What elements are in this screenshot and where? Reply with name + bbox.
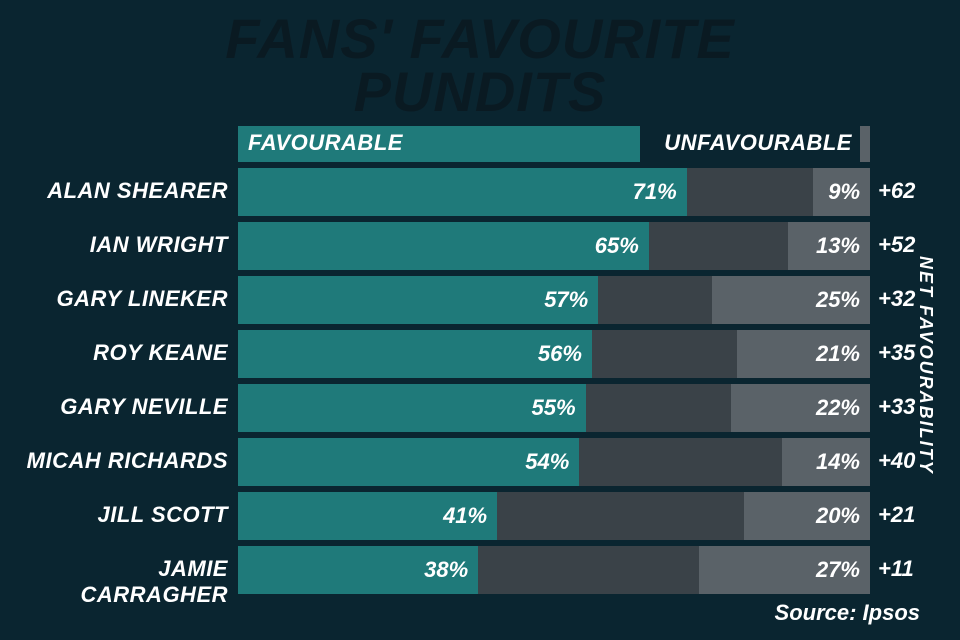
pundit-name: ROY KEANE — [18, 330, 238, 378]
chart-area: FAVOURABLE UNFAVOURABLE ALAN SHEARER 71% 9… — [18, 126, 930, 594]
unfavourable-value: 21% — [816, 341, 860, 367]
unfavourable-value: 20% — [816, 503, 860, 529]
unfavourable-bar: 9% — [813, 168, 870, 216]
chart-rows: ALAN SHEARER71%9%+62IAN WRIGHT65%13%+52G… — [18, 168, 930, 594]
chart-title: FANS' FAVOURITE PUNDITS — [0, 0, 960, 126]
chart-row: JILL SCOTT 41% 20% +21 — [18, 492, 930, 540]
pundit-name: IAN WRIGHT — [18, 222, 238, 270]
chart-row: ROY KEANE56%21%+35 — [18, 330, 930, 378]
chart-row: MICAH RICHARDS54%14%+40 — [18, 438, 930, 486]
favourable-value: 56% — [538, 341, 582, 367]
pundit-name: JILL SCOTT — [18, 492, 238, 540]
bar-track: 54% 14% — [238, 438, 870, 486]
chart-row: GARY NEVILLE55%22%+33 — [18, 384, 930, 432]
chart-row: GARY LINEKER57%25%+32 — [18, 276, 930, 324]
unfavourable-value: 27% — [816, 557, 860, 583]
bar-track: 65% 13% — [238, 222, 870, 270]
source-label: Source: Ipsos — [775, 600, 920, 626]
unfavourable-bar: 21% — [737, 330, 870, 378]
favourable-bar: 56% — [238, 330, 592, 378]
header-unfavourable-label: UNFAVOURABLE — [640, 126, 860, 162]
chart-row: IAN WRIGHT65%13%+52 — [18, 222, 930, 270]
unfavourable-value: 13% — [816, 233, 860, 259]
bar-track: 71% 9% — [238, 168, 870, 216]
unfavourable-bar: 14% — [782, 438, 870, 486]
net-value: +11 — [870, 546, 930, 594]
favourable-value: 71% — [633, 179, 677, 205]
title-line-2: PUNDITS — [354, 60, 607, 123]
favourable-value: 55% — [532, 395, 576, 421]
favourable-bar: 65% — [238, 222, 649, 270]
bar-track: 38% 27% — [238, 546, 870, 594]
header-net-spacer — [870, 126, 930, 162]
net-value: +62 — [870, 168, 930, 216]
unfavourable-value: 22% — [816, 395, 860, 421]
chart-row: JAMIE CARRAGHER 38% 27% +11 — [18, 546, 930, 594]
header-spacer — [18, 126, 238, 162]
net-value: +21 — [870, 492, 930, 540]
header-favourable-label: FAVOURABLE — [238, 126, 640, 162]
unfavourable-value: 14% — [816, 449, 860, 475]
net-favourability-axis-label: NET FAVOURABILITY — [915, 256, 936, 475]
unfavourable-bar: 13% — [788, 222, 870, 270]
bar-track: 55% 22% — [238, 384, 870, 432]
pundit-name: GARY LINEKER — [18, 276, 238, 324]
header-bar-zone: FAVOURABLE UNFAVOURABLE — [238, 126, 870, 162]
pundit-name: MICAH RICHARDS — [18, 438, 238, 486]
pundit-name: GARY NEVILLE — [18, 384, 238, 432]
bar-track: 41% 20% — [238, 492, 870, 540]
favourable-value: 54% — [525, 449, 569, 475]
favourable-bar: 55% — [238, 384, 586, 432]
favourable-value: 57% — [544, 287, 588, 313]
unfavourable-value: 25% — [816, 287, 860, 313]
favourable-bar: 54% — [238, 438, 579, 486]
favourable-value: 41% — [443, 503, 487, 529]
unfavourable-value: 9% — [828, 179, 860, 205]
unfavourable-bar: 22% — [731, 384, 870, 432]
unfavourable-bar: 25% — [712, 276, 870, 324]
favourable-bar: 57% — [238, 276, 598, 324]
unfavourable-bar: 27% — [699, 546, 870, 594]
favourable-bar: 38% — [238, 546, 478, 594]
favourable-value: 65% — [595, 233, 639, 259]
favourable-value: 38% — [424, 557, 468, 583]
chart-row: ALAN SHEARER 71% 9% +62 — [18, 168, 930, 216]
favourable-bar: 41% — [238, 492, 497, 540]
bar-track: 57% 25% — [238, 276, 870, 324]
favourable-bar: 71% — [238, 168, 687, 216]
pundit-name: JAMIE CARRAGHER — [18, 546, 238, 594]
pundit-name: ALAN SHEARER — [18, 168, 238, 216]
unfavourable-bar: 20% — [744, 492, 870, 540]
bar-track: 56% 21% — [238, 330, 870, 378]
header-unfav-tail — [860, 126, 870, 162]
header-row: FAVOURABLE UNFAVOURABLE — [18, 126, 930, 162]
